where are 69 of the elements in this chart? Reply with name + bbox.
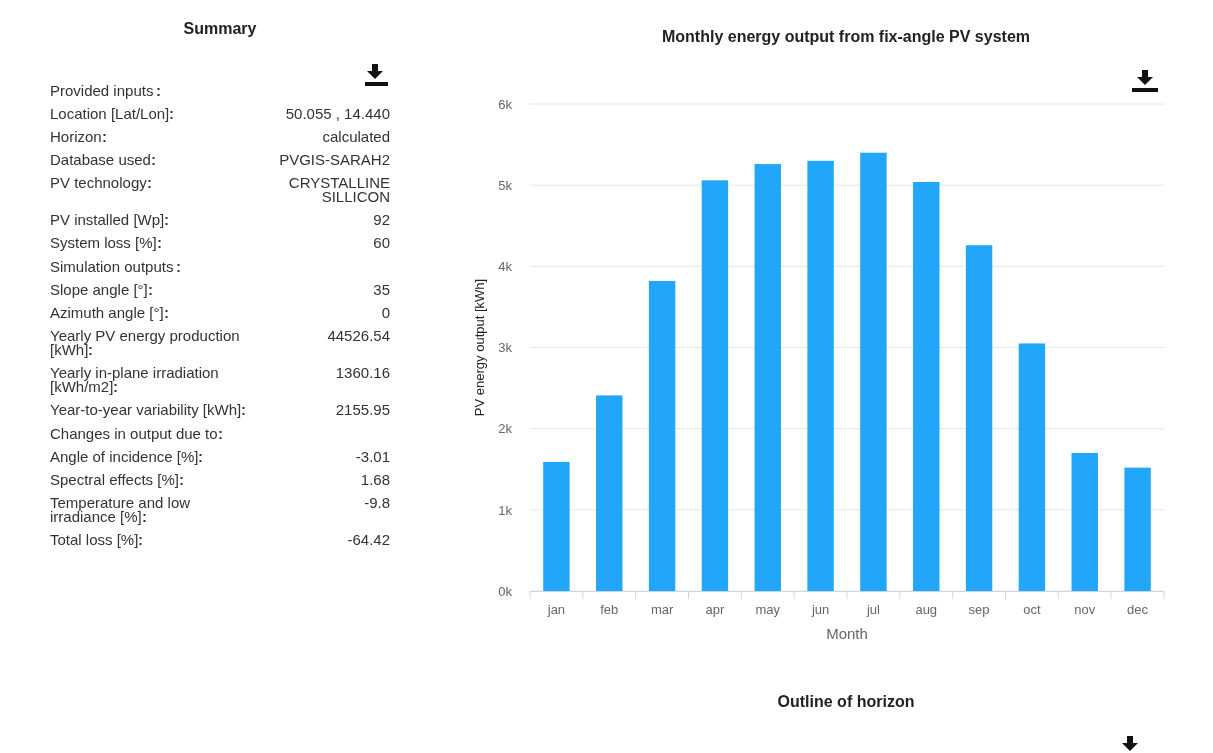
bar xyxy=(913,181,940,591)
text: calculated xyxy=(322,128,390,145)
text: Summary xyxy=(182,20,258,38)
bar xyxy=(596,395,623,591)
x-tick-label: dec xyxy=(1127,602,1149,618)
y-tick-label: 6k xyxy=(498,96,513,112)
x-axis-title: Month xyxy=(826,625,868,642)
category-label: PV technology xyxy=(50,174,147,191)
x-tick-label: nov xyxy=(1074,602,1096,618)
x-tick-label: jun xyxy=(810,602,830,618)
x-tick-label: mar xyxy=(650,602,674,618)
category-label: Total loss [%] xyxy=(50,531,139,548)
bar xyxy=(701,180,729,591)
bar xyxy=(1124,467,1151,591)
bar xyxy=(648,280,676,591)
category-label: Slope angle [°] xyxy=(50,281,148,298)
text: 35 xyxy=(373,281,390,298)
x-tick-label: sep xyxy=(968,602,990,618)
category-label: Horizon xyxy=(50,128,102,145)
x-tick-label: jul xyxy=(865,602,881,618)
text: 1.68 xyxy=(360,471,390,488)
bar xyxy=(1018,343,1046,591)
y-tick-label: 4k xyxy=(498,258,513,274)
category-label: Location [Lat/Lon] xyxy=(50,105,170,122)
text: 44526.54 xyxy=(327,327,390,344)
bar xyxy=(860,152,887,591)
y-tick-label: 3k xyxy=(498,340,513,356)
x-tick-label: feb xyxy=(600,602,619,618)
text: -9.8 xyxy=(364,494,390,511)
category-label: Provided inputs xyxy=(50,82,154,99)
text: Outline of horizon xyxy=(777,693,915,710)
category-label: Spectral effects [%] xyxy=(50,471,179,488)
bar xyxy=(965,245,993,591)
category-label: Azimuth angle [°] xyxy=(50,304,164,321)
text: -3.01 xyxy=(355,448,390,465)
y-tick-label: 5k xyxy=(498,177,513,193)
category-label: Database used xyxy=(50,151,151,168)
bar xyxy=(1071,453,1098,591)
y-axis-title: PV energy output [kWh] xyxy=(472,278,487,417)
bar xyxy=(754,164,781,591)
category-label: Temperature and low irradiance [%] xyxy=(50,494,191,525)
category-label: Changes in output due to xyxy=(50,425,218,442)
text: 1360.16 xyxy=(335,364,390,381)
text: 50.055 , 14.440 xyxy=(285,105,390,122)
category-label: PV installed [Wp] xyxy=(50,211,165,228)
chart-title: Monthly energy output from fix-angle PV system xyxy=(661,28,1031,45)
text: 0 xyxy=(381,304,390,321)
text: CRYSTALLINE SILLICON xyxy=(288,174,390,205)
bar xyxy=(543,461,570,591)
text: 2155.95 xyxy=(335,401,390,418)
y-tick-label: 0k xyxy=(498,583,513,599)
text: 60 xyxy=(373,234,390,251)
text: -64.42 xyxy=(347,531,390,548)
x-tick-label: oct xyxy=(1023,602,1041,618)
x-tick-label: may xyxy=(755,602,781,618)
y-tick-label: 2k xyxy=(498,421,513,437)
x-tick-label: aug xyxy=(915,602,938,618)
text: 92 xyxy=(373,211,390,228)
category-label: Angle of incidence [%] xyxy=(50,448,199,465)
text: PVGIS-SARAH2 xyxy=(279,151,390,168)
bar xyxy=(807,160,834,591)
y-tick-label: 1k xyxy=(498,502,513,518)
category-label: System loss [%] xyxy=(50,234,157,251)
category-label: Yearly PV energy production [kWh] xyxy=(50,327,240,358)
category-label: Simulation outputs xyxy=(50,258,174,275)
category-label: Yearly in-plane irradiation [kWh/m2] xyxy=(50,364,219,395)
x-tick-label: jan xyxy=(546,602,566,618)
x-tick-label: apr xyxy=(705,602,725,618)
category-label: Year-to-year variability [kWh] xyxy=(50,401,242,418)
